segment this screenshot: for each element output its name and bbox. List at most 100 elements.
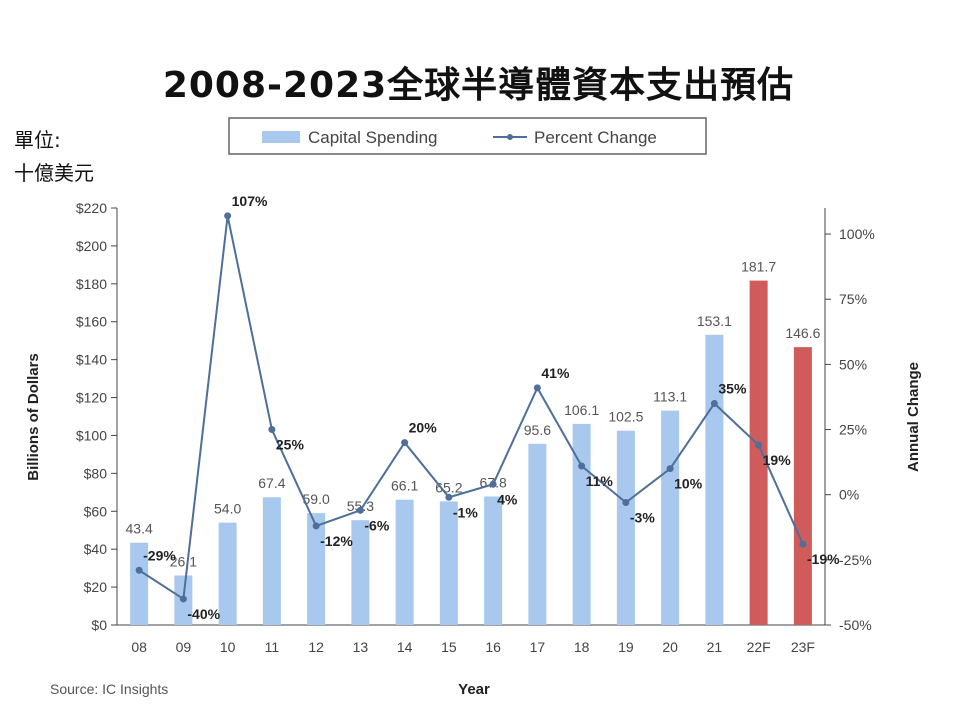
percent-change-label: -29% [143,547,176,563]
y2-axis-label: Annual Change [905,362,922,472]
bar [307,513,326,625]
bar [572,423,591,625]
x-tick-label: 15 [441,639,457,655]
bar-value-label: 146.6 [785,325,820,341]
x-tick-label: 23F [791,639,815,655]
percent-change-point [666,465,674,473]
bar [351,520,370,625]
percent-change-label: 25% [276,437,305,453]
percent-change-point [710,399,718,407]
bar-value-label: 66.1 [391,478,418,494]
percent-change-point [622,499,630,507]
unit-label: 單位: [14,128,61,152]
page-title: 2008-2023全球半導體資本支出預估 [162,65,795,106]
y2-tick-label: 0% [839,487,859,503]
bar-value-label: 113.1 [653,389,687,405]
x-tick-label: 19 [618,639,634,655]
percent-change-point [356,506,364,514]
y-tick-label: $180 [76,276,107,292]
percent-change-point [224,212,232,220]
y-tick-label: $100 [76,427,107,443]
bar [749,280,768,625]
y-tick-label: $40 [84,541,108,557]
legend: Capital Spending Percent Change [228,117,707,155]
bar [218,522,237,625]
x-tick-label: 11 [265,639,280,655]
y2-tick-label: 75% [839,291,867,307]
percent-change-point [401,439,409,447]
y-tick-label: $220 [76,200,107,216]
percent-change-label: -12% [320,533,353,549]
y-axis-label: Billions of Dollars [25,353,42,481]
x-axis-label: Year [458,681,490,698]
percent-change-label: 19% [763,452,792,468]
bar [395,499,414,625]
bar-value-label: 54.0 [214,501,241,517]
y-tick-label: $0 [91,617,107,633]
x-tick-label: 09 [176,639,192,655]
y-tick-label: $140 [76,352,107,368]
percent-change-label: 107% [232,193,268,209]
percent-change-label: 4% [497,491,518,507]
bar [130,542,149,625]
y-tick-label: $200 [76,238,107,254]
bar-value-label: 102.5 [608,409,643,425]
percent-change-point [755,441,763,449]
x-tick-label: 18 [574,639,590,655]
percent-change-point [445,493,453,501]
bar [705,334,724,625]
legend-line-marker [507,134,513,140]
y-tick-label: $80 [84,465,108,481]
bars: 43.426.154.067.459.055.366.165.267.895.6… [126,259,821,625]
percent-change-polyline [138,215,804,601]
percent-change-point [799,540,807,548]
x-tick-label: 20 [662,639,678,655]
percent-change-label: -19% [807,551,840,567]
source-note: Source: IC Insights [50,681,168,697]
percent-change-label: -3% [630,510,655,526]
x-tick-label: 12 [308,639,324,655]
y-tick-label: $20 [84,579,108,595]
percent-change-label: -6% [364,517,389,533]
percent-change-point [489,480,497,488]
percent-change-point [268,426,276,434]
bar-value-label: 43.4 [126,521,153,537]
percent-change-label: -1% [453,504,478,520]
bar-value-label: 65.2 [435,479,462,495]
bar [484,496,503,625]
bar-value-label: 95.6 [524,422,551,438]
bar [793,347,812,625]
right-axis-ticks: -50% -25% 0% 25% 50% 75% 100% [825,226,875,633]
percent-change-point [533,384,541,392]
x-tick-label: 21 [707,639,723,655]
bar [616,430,635,625]
y2-tick-label: 50% [839,356,867,372]
percent-change-point [135,566,143,574]
x-tick-label: 17 [530,639,546,655]
percent-change-point [312,522,320,530]
percent-change-point [578,462,586,470]
percent-change-label: 20% [409,420,438,436]
bar-value-label: 26.1 [170,554,197,570]
x-tick-label: 10 [220,639,236,655]
legend-label-capital-spending: Capital Spending [308,128,437,147]
y2-tick-label: 100% [839,226,875,242]
bar-value-label: 153.1 [697,313,732,329]
legend-label-percent-change: Percent Change [534,128,657,147]
x-tick-label: 13 [353,639,369,655]
x-tick-label: 16 [485,639,501,655]
bar [262,497,281,625]
y-tick-label: $120 [76,390,107,406]
percent-change-line: -29% -40% 107% 25% -12% -6% 20% -1% 4% 41% 11% -3% 1… [135,193,840,622]
percent-change-label: 41% [541,365,570,381]
bar-value-label: 106.1 [564,402,599,418]
left-axis-ticks: $0 $20 $40 $60 $80 $100 $120 $140 $160 $180 $200 $2… [76,200,117,633]
y2-tick-label: -25% [839,552,872,568]
percent-change-label: 35% [718,380,747,396]
percent-change-label: 11% [586,473,614,489]
percent-change-label: -40% [187,606,220,622]
bar [661,410,680,625]
bar-value-label: 59.0 [303,491,330,507]
y-tick-label: $60 [84,503,108,519]
